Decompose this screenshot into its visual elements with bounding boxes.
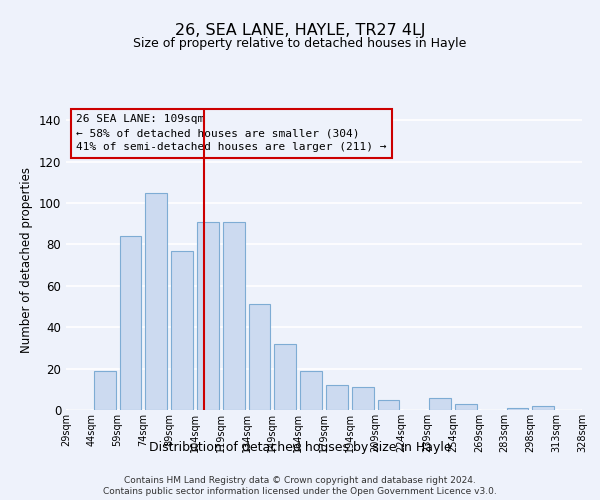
Text: Contains HM Land Registry data © Crown copyright and database right 2024.: Contains HM Land Registry data © Crown c… <box>124 476 476 485</box>
Bar <box>429 398 451 410</box>
Text: Distribution of detached houses by size in Hayle: Distribution of detached houses by size … <box>149 441 451 454</box>
Bar <box>326 385 348 410</box>
Bar <box>455 404 477 410</box>
Y-axis label: Number of detached properties: Number of detached properties <box>20 167 33 353</box>
Text: 26, SEA LANE, HAYLE, TR27 4LJ: 26, SEA LANE, HAYLE, TR27 4LJ <box>175 22 425 38</box>
Text: 26 SEA LANE: 109sqm
← 58% of detached houses are smaller (304)
41% of semi-detac: 26 SEA LANE: 109sqm ← 58% of detached ho… <box>76 114 387 152</box>
Text: Contains public sector information licensed under the Open Government Licence v3: Contains public sector information licen… <box>103 488 497 496</box>
Bar <box>223 222 245 410</box>
Bar <box>300 370 322 410</box>
Bar <box>532 406 554 410</box>
Bar <box>248 304 271 410</box>
Text: Size of property relative to detached houses in Hayle: Size of property relative to detached ho… <box>133 38 467 51</box>
Bar <box>352 387 374 410</box>
Bar <box>506 408 529 410</box>
Bar <box>171 250 193 410</box>
Bar <box>119 236 142 410</box>
Bar <box>274 344 296 410</box>
Bar <box>377 400 400 410</box>
Bar <box>94 370 116 410</box>
Bar <box>197 222 219 410</box>
Bar <box>145 193 167 410</box>
